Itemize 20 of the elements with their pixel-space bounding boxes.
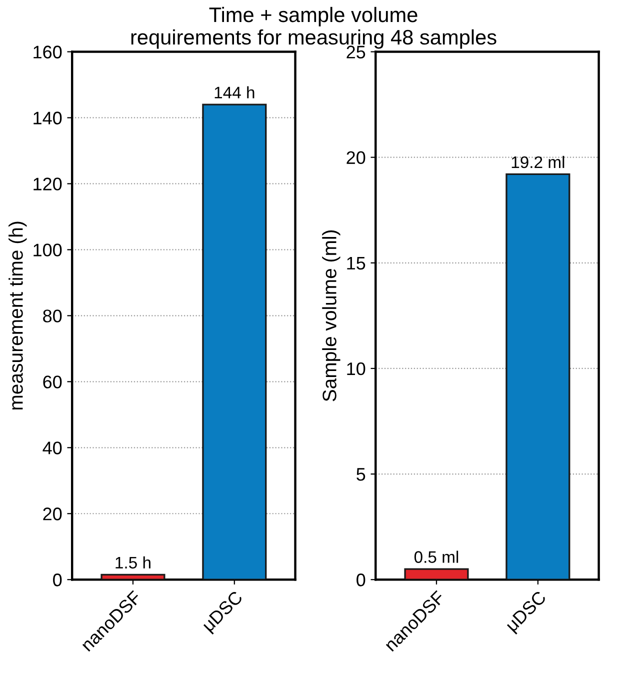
y-tick-label: 15 (347, 257, 366, 270)
y-axis-title: measurement time (h) (8, 222, 27, 410)
y-tick-label: 5 (356, 468, 366, 481)
y-tick-label: 0 (53, 574, 62, 586)
y-tick-label: 40 (42, 442, 62, 454)
y-tick-label: 100 (34, 244, 62, 256)
y-axis-title: Sample volume (ml) (322, 230, 340, 402)
y-tick-label: 140 (34, 112, 62, 124)
y-tick-label: 10 (347, 362, 366, 376)
y-tick-label: 0 (356, 574, 366, 586)
y-tick-label: 80 (43, 310, 62, 322)
y-tick-label: 120 (34, 178, 62, 190)
data-label: 1.5 h (116, 556, 150, 569)
y-tick-label: 20 (43, 508, 62, 520)
y-tick-label: 60 (43, 376, 62, 388)
data-label: 0.5 ml (414, 550, 458, 563)
y-tick-label: 160 (34, 46, 62, 58)
data-label: 144 h (214, 86, 254, 98)
y-tick-label: 20 (346, 151, 366, 164)
data-label: 19.2 ml (512, 156, 564, 168)
